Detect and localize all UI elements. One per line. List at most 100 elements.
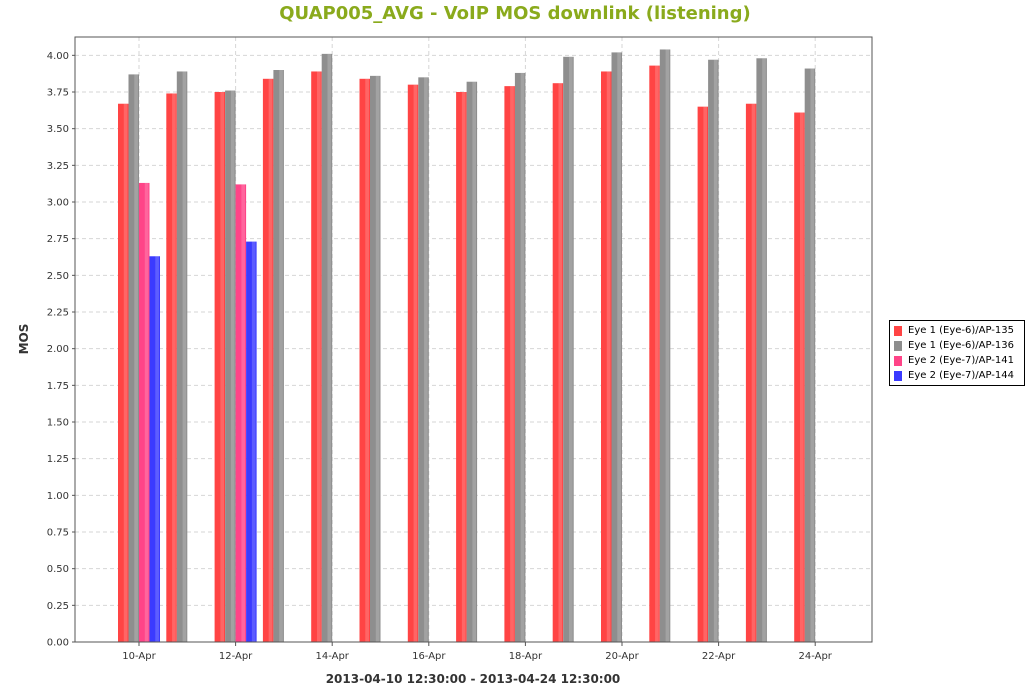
- bar-highlight: [665, 49, 670, 642]
- bar-highlight: [510, 86, 514, 643]
- bar-highlight: [617, 52, 621, 642]
- bar: [659, 49, 671, 642]
- chart-title: QUAP005_AVG - VoIP MOS downlink (listeni…: [279, 3, 751, 24]
- legend: Eye 1 (Eye-6)/AP-135 Eye 1 (Eye-6)/AP-136…: [889, 320, 1025, 386]
- bar-highlight: [365, 78, 369, 643]
- bar-highlight: [810, 68, 815, 643]
- bar-highlight: [220, 92, 225, 642]
- bar-highlight: [251, 241, 256, 642]
- legend-item: Eye 2 (Eye-7)/AP-141: [894, 353, 1020, 368]
- y-tick-label: 0.00: [47, 638, 69, 649]
- bar: [166, 93, 177, 642]
- legend-label: Eye 1 (Eye-6)/AP-135: [908, 325, 1014, 336]
- legend-swatch: [894, 355, 902, 366]
- legend-label: Eye 1 (Eye-6)/AP-136: [908, 340, 1014, 351]
- bar-highlight: [279, 70, 283, 642]
- x-tick-label: 10-Apr: [122, 651, 156, 662]
- bar: [601, 71, 612, 642]
- bar: [149, 256, 160, 642]
- bar: [118, 103, 129, 642]
- legend-swatch: [894, 340, 902, 351]
- bar: [745, 103, 757, 642]
- x-tick-label: 24-Apr: [798, 651, 832, 662]
- legend-label: Eye 2 (Eye-7)/AP-141: [908, 355, 1014, 366]
- bar-highlight: [123, 103, 128, 642]
- bar: [563, 56, 574, 643]
- bar: [708, 59, 719, 642]
- y-tick-label: 1.50: [47, 418, 69, 429]
- plot-border: [74, 36, 873, 643]
- y-axis-ticks: 0.00 0.25 0.50 0.75 1.00 1.25 1.50 1.75 2.00 2.25…: [47, 51, 75, 649]
- bar-highlight: [375, 75, 380, 642]
- legend-item: Eye 2 (Eye-7)/AP-144: [894, 368, 1020, 383]
- y-tick-label: 2.25: [47, 308, 69, 319]
- x-axis-label: 2013-04-10 12:30:00 - 2013-04-24 12:30:0…: [326, 672, 621, 686]
- x-tick-label: 16-Apr: [412, 651, 446, 662]
- bar-highlight: [268, 78, 273, 643]
- bars: [118, 49, 816, 643]
- y-tick-label: 4.00: [47, 51, 69, 62]
- bar: [359, 78, 370, 643]
- bar-highlight: [713, 59, 718, 642]
- y-tick-label: 2.00: [47, 344, 69, 355]
- bar: [235, 184, 247, 642]
- bar: [611, 52, 622, 642]
- legend-swatch: [894, 325, 902, 336]
- x-tick-label: 20-Apr: [605, 651, 639, 662]
- bar: [246, 241, 257, 642]
- bar: [273, 70, 284, 642]
- bar-highlight: [703, 106, 708, 642]
- bar: [214, 92, 226, 642]
- bar: [418, 77, 429, 643]
- bar-highlight: [472, 81, 477, 642]
- bar-highlight: [134, 74, 138, 642]
- bar-highlight: [606, 71, 611, 642]
- x-tick-label: 14-Apr: [315, 651, 349, 662]
- bar-highlight: [316, 71, 321, 642]
- bar-highlight: [655, 65, 659, 643]
- bar: [321, 53, 333, 643]
- bar: [407, 84, 419, 642]
- bar-highlight: [241, 184, 246, 642]
- y-tick-label: 1.00: [47, 491, 69, 502]
- bar: [514, 72, 526, 642]
- bar-highlight: [182, 71, 187, 642]
- y-tick-label: 2.75: [47, 234, 69, 245]
- bar: [649, 65, 660, 643]
- bar: [697, 106, 709, 642]
- y-tick-label: 0.25: [47, 601, 69, 612]
- bar-highlight: [762, 58, 766, 643]
- bar-highlight: [155, 256, 159, 642]
- bar-highlight: [230, 90, 235, 643]
- bar: [370, 75, 381, 642]
- y-tick-label: 3.75: [47, 88, 69, 99]
- y-tick-label: 1.25: [47, 454, 69, 465]
- bar: [262, 78, 274, 643]
- y-tick-label: 3.50: [47, 124, 69, 135]
- bar-highlight: [424, 77, 428, 643]
- x-tick-label: 22-Apr: [702, 651, 736, 662]
- bar: [794, 112, 805, 643]
- y-axis-label: MOS: [17, 324, 31, 355]
- y-tick-label: 1.75: [47, 381, 69, 392]
- bar-highlight: [558, 83, 563, 642]
- bar-highlight: [413, 84, 418, 642]
- bar: [756, 58, 767, 643]
- y-tick-label: 2.50: [47, 271, 69, 282]
- bar-highlight: [751, 103, 756, 642]
- bar: [504, 86, 515, 643]
- y-tick-label: 3.25: [47, 161, 69, 172]
- legend-item: Eye 1 (Eye-6)/AP-135: [894, 323, 1020, 338]
- y-tick-label: 0.75: [47, 528, 69, 539]
- x-tick-label: 18-Apr: [509, 651, 543, 662]
- bar: [466, 81, 478, 642]
- legend-label: Eye 2 (Eye-7)/AP-144: [908, 370, 1014, 381]
- bar-highlight: [327, 53, 332, 643]
- legend-item: Eye 1 (Eye-6)/AP-136: [894, 338, 1020, 353]
- bar: [176, 71, 188, 642]
- bar-highlight: [172, 93, 176, 642]
- bar: [311, 71, 322, 642]
- bar: [804, 68, 816, 643]
- bar: [128, 74, 139, 642]
